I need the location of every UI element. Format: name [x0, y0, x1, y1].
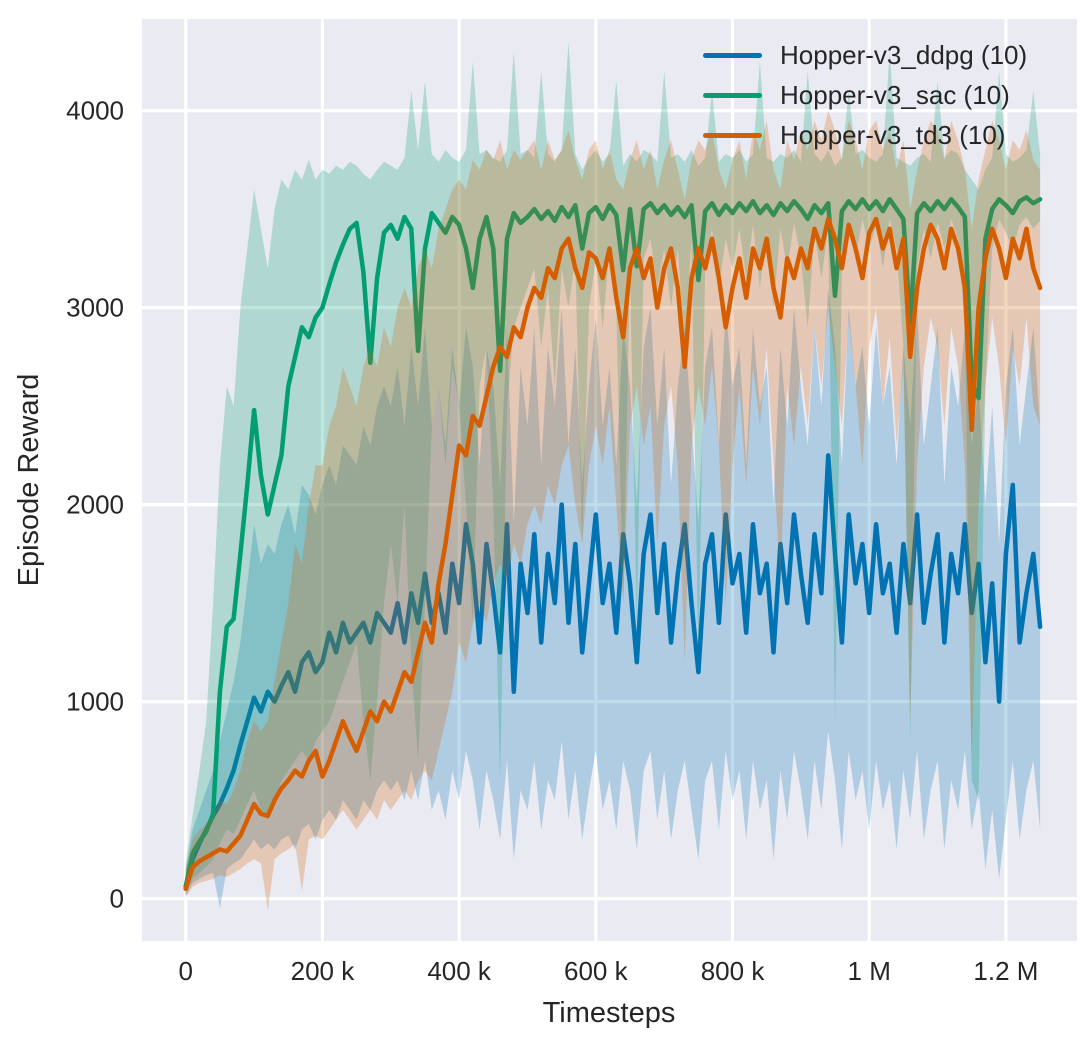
grid-layer	[142, 19, 1077, 941]
x-tick-label-0: 0	[179, 956, 193, 986]
band-1	[185, 41, 1041, 895]
mean-line-1	[183, 195, 1043, 890]
x-tick-label-4: 800 k	[701, 956, 766, 986]
y-tick-label-3: 3000	[66, 293, 124, 323]
legend-label-td3: Hopper-v3_td3 (10)	[780, 120, 1006, 150]
legend-label-ddpg: Hopper-v3_ddpg (10)	[780, 40, 1028, 70]
y-tick-label-1: 1000	[66, 687, 124, 717]
band-2	[185, 110, 1041, 911]
x-tick-label-5: 1 M	[848, 956, 891, 986]
y-tick-label-4: 4000	[66, 96, 124, 126]
legend-item-td3: Hopper-v3_td3 (10)	[703, 115, 1027, 155]
legend-item-ddpg: Hopper-v3_ddpg (10)	[703, 35, 1027, 75]
y-tick-label-0: 0	[110, 884, 124, 914]
x-tick-label-6: 1.2 M	[973, 956, 1038, 986]
legend-item-sac: Hopper-v3_sac (10)	[703, 75, 1027, 115]
x-tick-label-1: 200 k	[291, 956, 356, 986]
x-tick-label-3: 600 k	[564, 956, 629, 986]
y-axis-label: Episode Reward	[13, 374, 45, 587]
y-tick-label-2: 2000	[66, 490, 124, 520]
x-tick-label-2: 400 k	[427, 956, 492, 986]
series-layer	[183, 41, 1043, 911]
legend-line-sac-icon	[703, 92, 762, 98]
mean-line-0	[183, 453, 1043, 890]
x-axis-label: Timesteps	[543, 997, 676, 1029]
legend-line-ddpg-icon	[703, 52, 762, 58]
legend-line-td3-icon	[703, 132, 762, 138]
mean-line-2	[183, 216, 1043, 892]
legend-label-sac: Hopper-v3_sac (10)	[780, 80, 1010, 110]
legend: Hopper-v3_ddpg (10) Hopper-v3_sac (10) H…	[703, 35, 1027, 155]
tick-labels-layer: 0 200 k 400 k 600 k 800 k 1 M 1.2 M 0 1000 2000 30…	[66, 96, 1038, 986]
plot-background	[142, 19, 1077, 941]
